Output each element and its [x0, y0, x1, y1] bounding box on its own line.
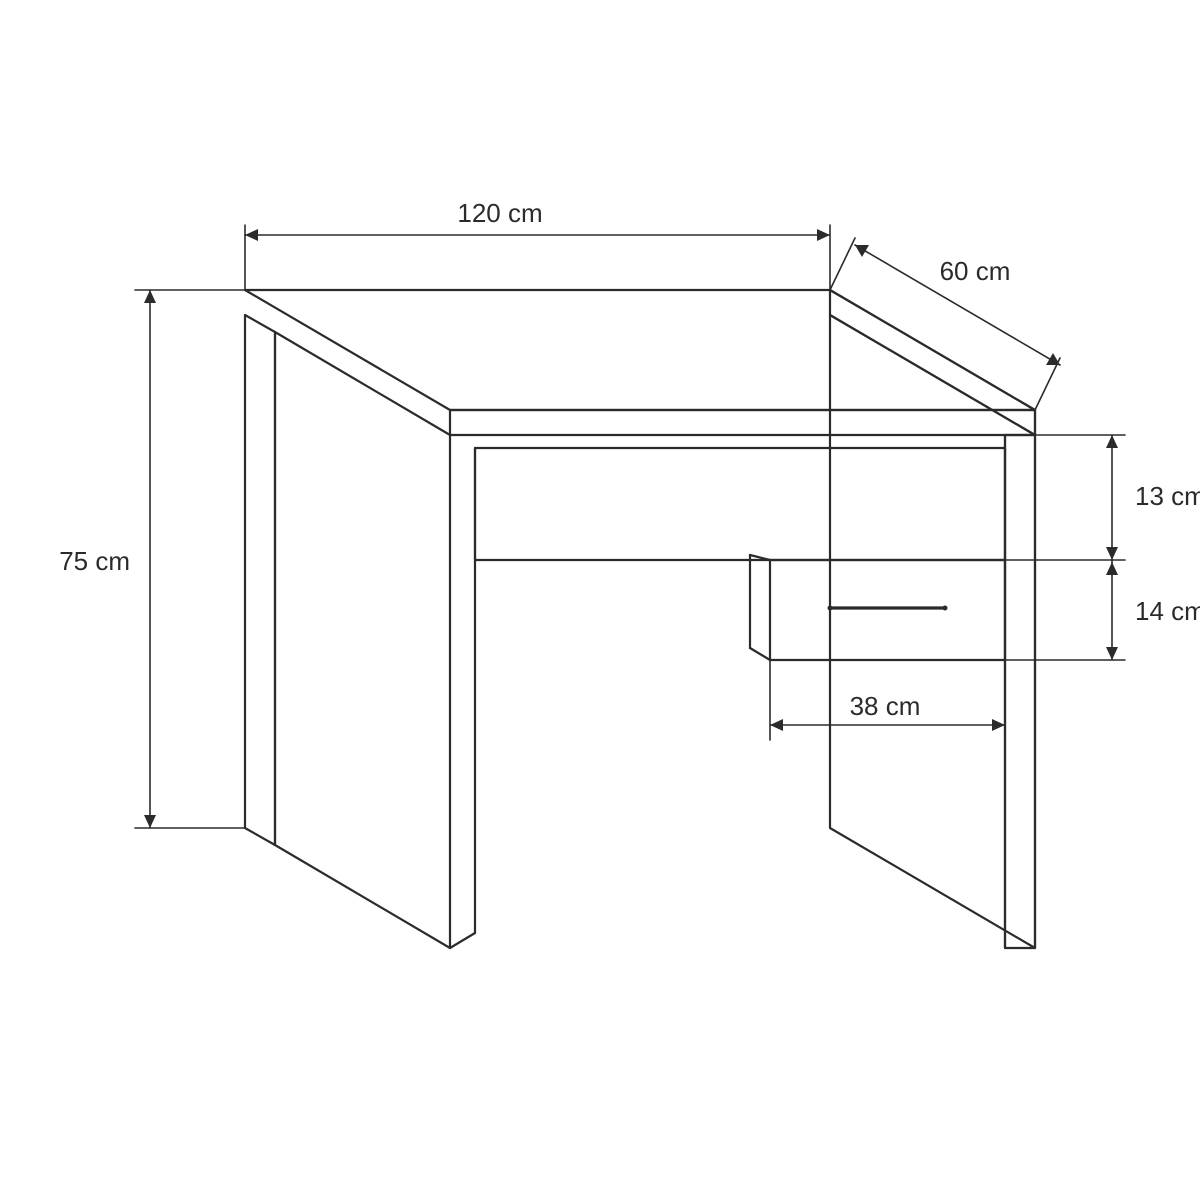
dimension-labels: 120 cm 60 cm 75 cm 13 cm 14 cm 38 cm [59, 198, 1200, 721]
dim-drawer-height [1005, 560, 1125, 660]
desk-top-right-edge [830, 290, 1035, 435]
left-leg-front [275, 332, 450, 948]
dim-height [135, 290, 245, 828]
label-drawer-height: 14 cm [1135, 596, 1200, 626]
desk-top-face [245, 290, 1035, 410]
drawer-bottom-back [750, 648, 770, 660]
dim-width [245, 225, 830, 290]
desk-top-front-edge [450, 410, 1035, 435]
label-drawer-width: 38 cm [850, 691, 921, 721]
dim-drawer-gap [1005, 435, 1125, 560]
label-height: 75 cm [59, 546, 130, 576]
label-drawer-gap: 13 cm [1135, 481, 1200, 511]
label-depth: 60 cm [940, 256, 1011, 286]
desk-outline [245, 290, 1035, 948]
left-leg-outer [245, 315, 275, 845]
dimension-lines [135, 225, 1125, 828]
label-width: 120 cm [457, 198, 542, 228]
drawer-front [770, 560, 1005, 660]
apron-panel [475, 448, 1005, 560]
right-leg-front [1005, 435, 1035, 948]
desk-dimension-diagram: 120 cm 60 cm 75 cm 13 cm 14 cm 38 cm [0, 0, 1200, 1200]
